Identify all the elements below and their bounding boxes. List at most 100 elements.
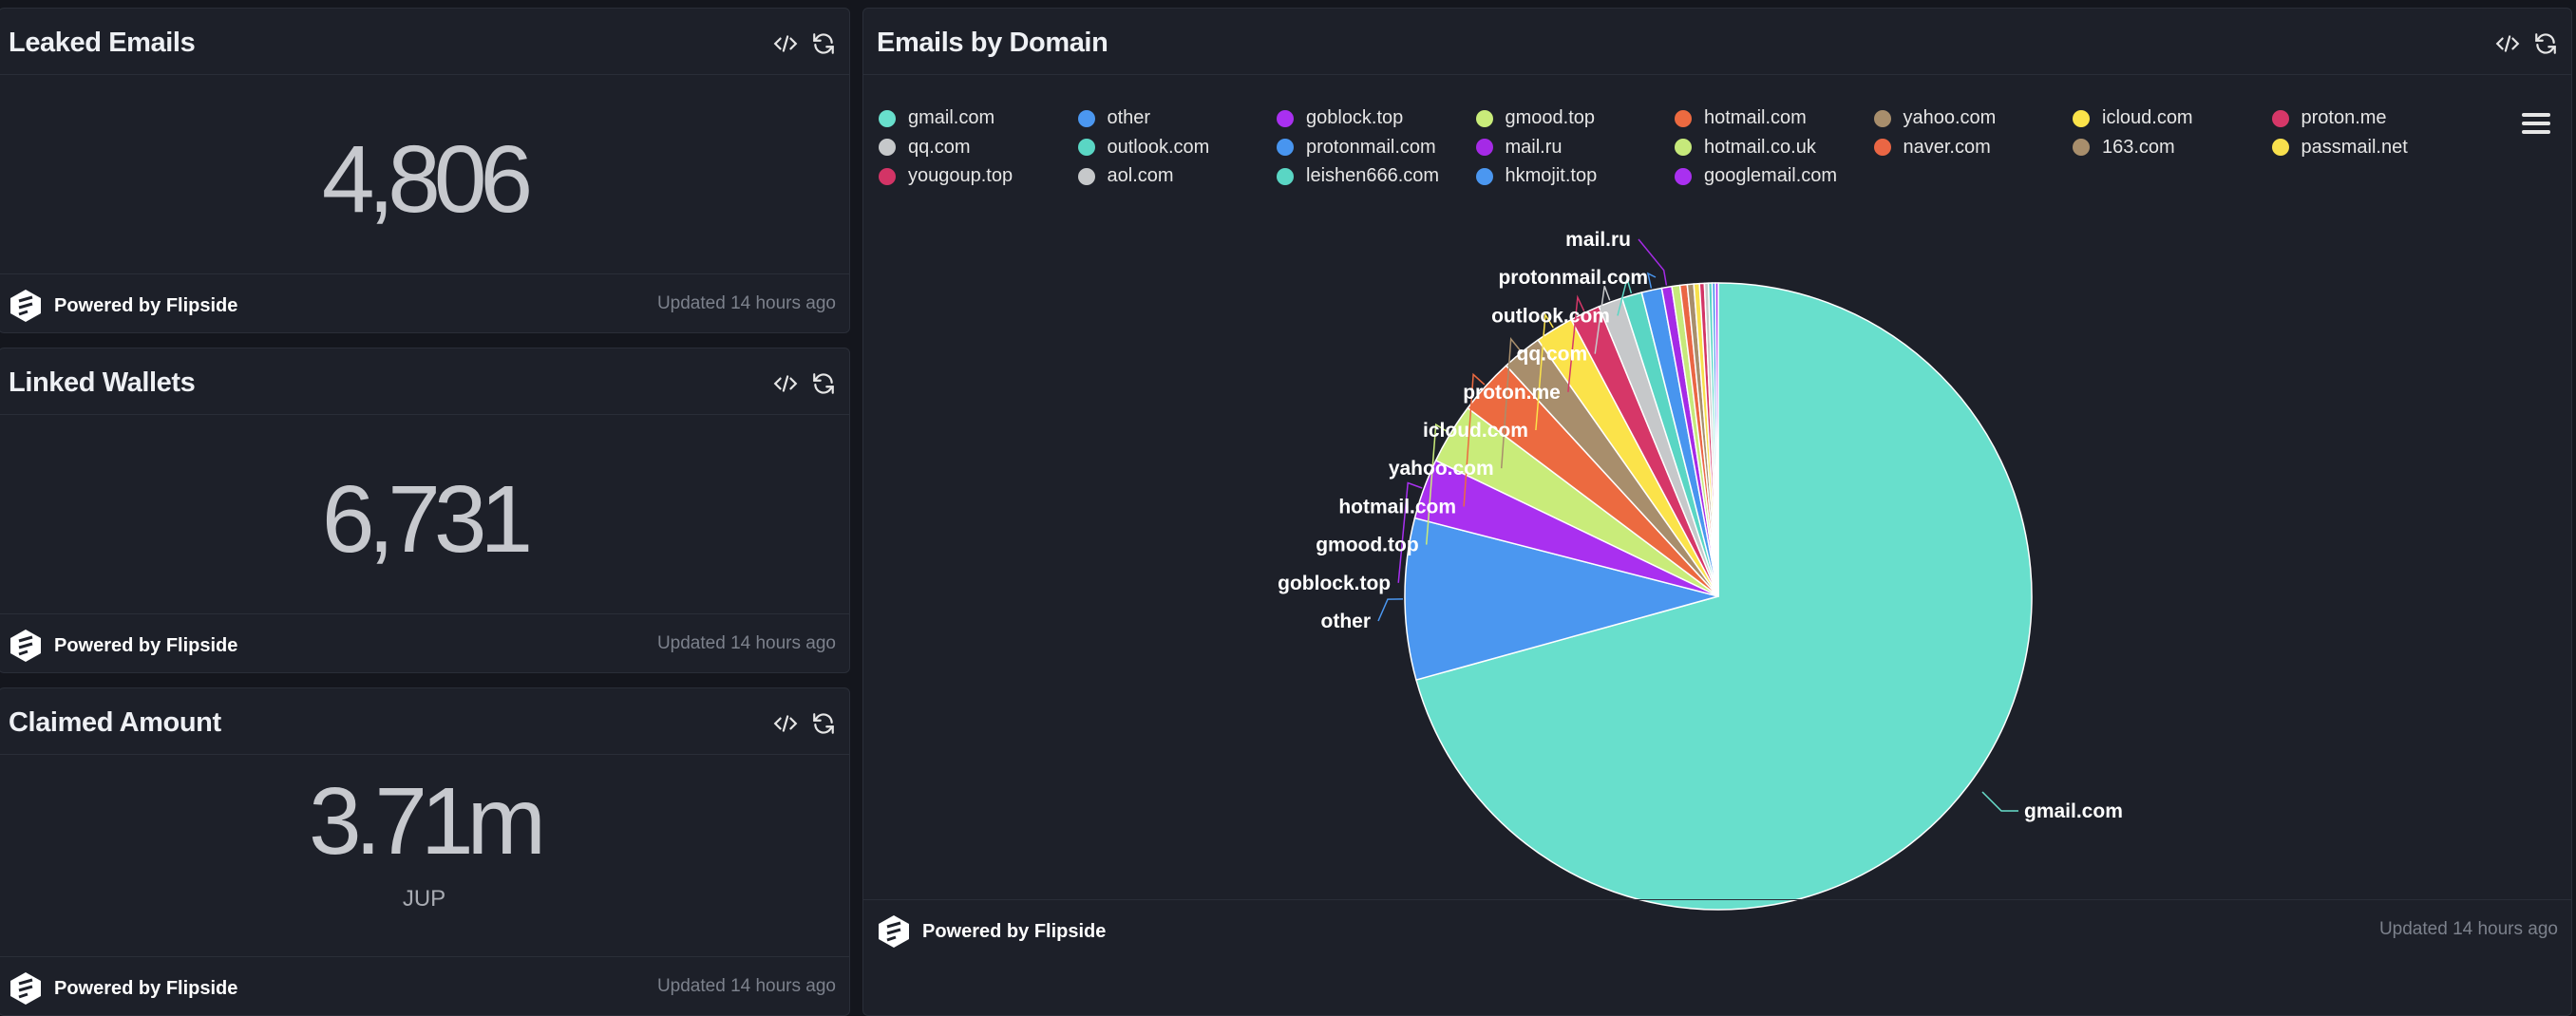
legend-swatch — [2073, 109, 2090, 127]
callout-line — [1567, 294, 1585, 392]
callout-label: qq.com — [1517, 344, 1588, 366]
legend-swatch — [879, 167, 896, 185]
legend-item[interactable]: hotmail.co.uk — [1675, 137, 1816, 159]
flipside-link[interactable]: Powered by Flipside — [9, 970, 237, 1007]
legend-label: outlook.com — [1107, 136, 1210, 158]
legend-item[interactable]: passmail.net — [2271, 136, 2408, 159]
callout-label: other — [1321, 611, 1372, 632]
legend-item[interactable]: proton.me — [2271, 107, 2387, 129]
pie-slice[interactable] — [1404, 517, 1719, 681]
legend-label: hotmail.co.uk — [1704, 136, 1816, 158]
pie-slice[interactable] — [1415, 282, 2033, 911]
card-title: Linked Wallets — [9, 367, 196, 398]
legend-item[interactable]: hotmail.com — [1675, 107, 1807, 129]
legend-item[interactable]: qq.com — [879, 137, 971, 159]
legend-swatch — [1873, 109, 1891, 127]
legend-item[interactable]: yahoo.com — [1873, 107, 1997, 129]
legend-swatch — [879, 109, 896, 127]
legend-swatch — [1675, 109, 1692, 127]
legend-item[interactable]: outlook.com — [1077, 136, 1210, 159]
legend-item[interactable]: goblock.top — [1277, 107, 1403, 129]
legend-item[interactable]: googlemail.com — [1675, 165, 1837, 187]
legend-item[interactable]: hkmojit.top — [1475, 165, 1597, 187]
card-header: Claimed Amount — [0, 688, 849, 755]
embed-code-icon[interactable] — [773, 31, 798, 56]
callout-line — [1638, 238, 1668, 286]
legend-item[interactable]: mail.ru — [1475, 137, 1563, 159]
legend-item[interactable]: 163.com — [2073, 137, 2175, 159]
legend-label: 163.com — [2102, 136, 2175, 158]
legend-swatch — [1873, 139, 1891, 156]
legend-label: passmail.net — [2301, 136, 2408, 158]
legend-item[interactable]: leishen666.com — [1277, 165, 1439, 187]
legend-swatch — [1475, 139, 1493, 156]
updated-timestamp: Updated 14 hours ago — [656, 976, 836, 996]
legend-item[interactable]: gmood.top — [1475, 107, 1596, 129]
callout-label: gmood.top — [1316, 535, 1418, 556]
updated-timestamp: Updated 14 hours ago — [656, 633, 836, 653]
card-header: Leaked Emails — [0, 9, 849, 75]
legend-label: naver.com — [1903, 136, 1991, 158]
legend-label: gmail.com — [908, 107, 995, 128]
legend-item[interactable]: gmail.com — [879, 107, 994, 129]
callout-line — [1617, 275, 1633, 316]
legend-label: gmood.top — [1505, 107, 1596, 128]
legend-item[interactable]: protonmail.com — [1277, 137, 1436, 159]
flipside-link[interactable]: Powered by Flipside — [877, 913, 1106, 950]
chart-menu-icon[interactable] — [2522, 113, 2550, 138]
card-footer: Powered by Flipside Updated 14 hours ago — [863, 899, 2571, 958]
metric-value: 6,731 — [321, 466, 533, 573]
callout-label: proton.me — [1463, 382, 1561, 404]
legend-swatch — [1077, 109, 1095, 127]
claimed-amount-card: Claimed Amount 3.71m JUP Powered by Flip… — [0, 687, 850, 1016]
flipside-logo-icon — [10, 972, 41, 1005]
card-footer: Powered by Flipside Updated 14 hours ago — [0, 956, 849, 1015]
legend-label: googlemail.com — [1704, 165, 1838, 186]
refresh-icon[interactable] — [811, 371, 836, 396]
legend-swatch — [879, 139, 896, 156]
legend-swatch — [1277, 167, 1294, 185]
legend-item[interactable]: other — [1077, 107, 1150, 129]
leaked-emails-card: Leaked Emails 4,806 Powered by Flipside … — [0, 8, 850, 333]
legend-label: yougoup.top — [908, 165, 1013, 186]
refresh-icon[interactable] — [811, 31, 836, 56]
callout-line — [1981, 791, 2018, 812]
flipside-link[interactable]: Powered by Flipside — [9, 288, 237, 324]
legend-item[interactable]: yougoup.top — [879, 165, 1013, 187]
legend-swatch — [1475, 167, 1493, 185]
embed-code-icon[interactable] — [2495, 31, 2520, 56]
legend-label: proton.me — [2301, 107, 2387, 128]
flipside-link[interactable]: Powered by Flipside — [9, 628, 237, 664]
flipside-logo-icon — [10, 630, 41, 662]
card-footer: Powered by Flipside Updated 14 hours ago — [0, 273, 849, 332]
chart-legend: gmail.com other goblock.top gmood.top hotmai… — [879, 107, 2571, 202]
pie-slice[interactable] — [1714, 282, 1719, 597]
legend-swatch — [1675, 167, 1692, 185]
refresh-icon[interactable] — [2533, 31, 2558, 56]
legend-swatch — [2271, 139, 2289, 156]
card-header: Emails by Domain — [863, 9, 2571, 75]
callout-label: gmail.com — [2024, 800, 2123, 822]
metric-unit: JUP — [402, 886, 446, 912]
legend-item[interactable]: icloud.com — [2073, 107, 2193, 129]
legend-swatch — [1675, 139, 1692, 156]
metric-value: 4,806 — [321, 126, 533, 233]
callout-label: hotmail.com — [1338, 496, 1456, 517]
legend-label: goblock.top — [1306, 107, 1404, 128]
flipside-logo-icon — [10, 290, 41, 322]
legend-swatch — [2271, 109, 2289, 127]
flipside-logo-icon — [879, 915, 909, 948]
embed-code-icon[interactable] — [773, 711, 798, 736]
legend-item[interactable]: aol.com — [1077, 165, 1174, 187]
embed-code-icon[interactable] — [773, 371, 798, 396]
powered-by-text: Powered by Flipside — [922, 920, 1107, 942]
legend-item[interactable]: naver.com — [1873, 136, 1991, 159]
callout-line — [1397, 481, 1423, 583]
refresh-icon[interactable] — [811, 711, 836, 736]
legend-label: yahoo.com — [1903, 107, 1997, 128]
card-title: Leaked Emails — [9, 28, 196, 58]
powered-by-text: Powered by Flipside — [54, 294, 238, 316]
callout-label: yahoo.com — [1389, 458, 1494, 480]
updated-timestamp: Updated 14 hours ago — [656, 293, 836, 313]
callout-line — [1463, 372, 1486, 507]
